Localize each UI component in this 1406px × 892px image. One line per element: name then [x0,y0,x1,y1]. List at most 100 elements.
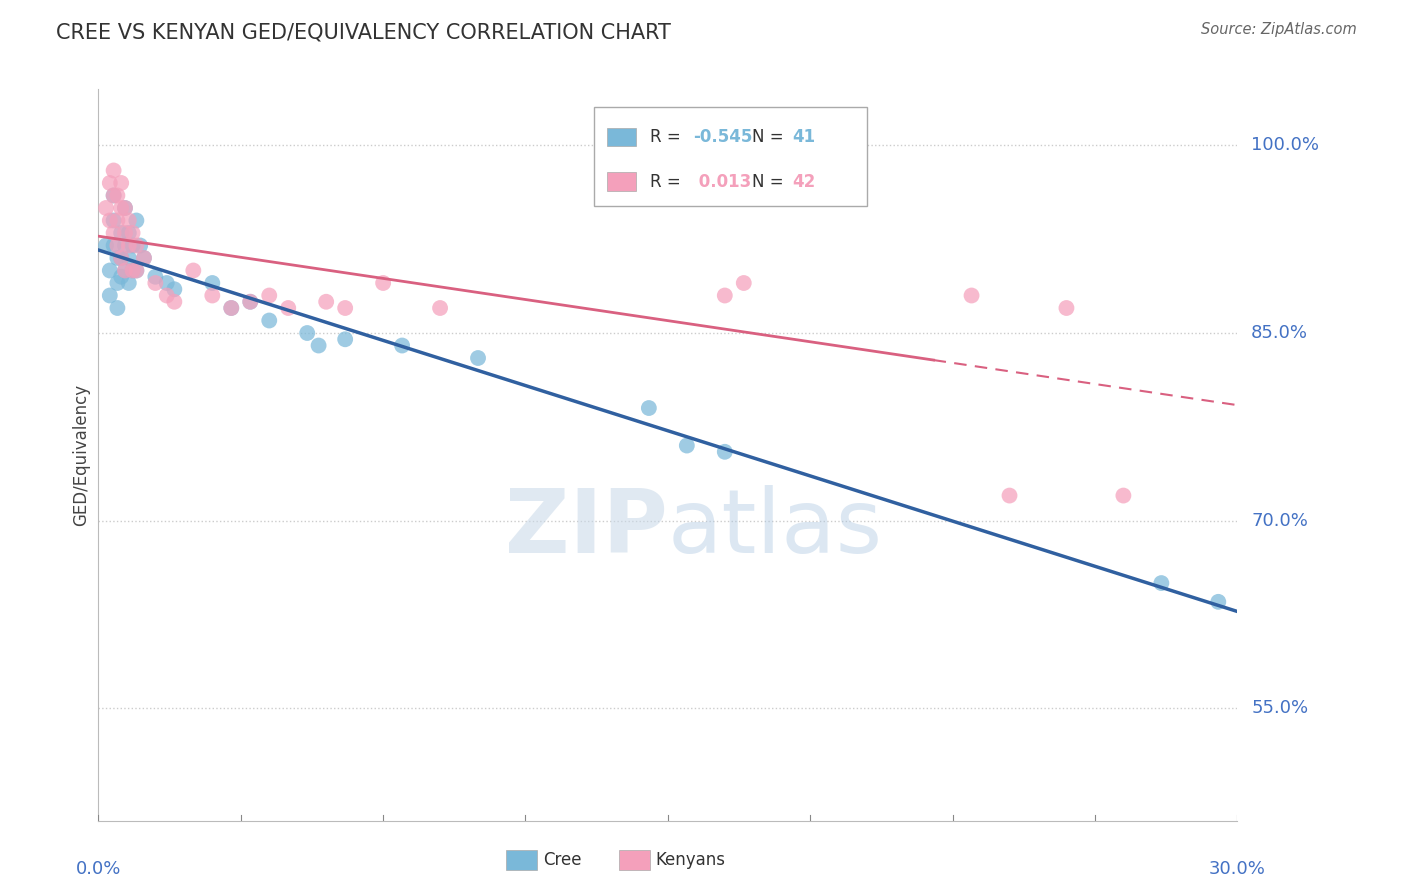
Text: 100.0%: 100.0% [1251,136,1319,154]
Point [201,288,224,302]
Point [125,238,148,252]
Point [156,276,179,290]
Point [638,401,661,415]
Point [118,251,141,265]
Point [129,238,152,252]
Point [98,288,121,302]
Y-axis label: GED/Equivalency: GED/Equivalency [72,384,90,526]
Point [714,288,737,302]
Point [94,238,117,252]
Point [221,301,243,315]
Text: R =: R = [650,172,686,191]
FancyBboxPatch shape [593,108,868,206]
Point [118,226,141,240]
Point [103,226,125,240]
Point [118,276,141,290]
Point [132,251,155,265]
Text: Kenyans: Kenyans [655,851,725,869]
Point [297,326,319,340]
Point [103,188,125,202]
Point [103,163,125,178]
Point [145,276,167,290]
Point [998,489,1021,503]
Point [335,301,357,315]
Point [371,276,394,290]
Point [107,213,129,227]
Point [107,188,129,202]
Point [114,201,136,215]
Point [118,213,141,227]
Text: N =: N = [752,128,789,146]
Point [277,301,299,315]
Point [308,338,330,352]
Point [125,263,148,277]
Point [676,138,699,153]
Point [110,251,132,265]
Point [107,238,129,252]
Point [201,276,224,290]
Point [107,301,129,315]
Point [98,176,121,190]
Text: Source: ZipAtlas.com: Source: ZipAtlas.com [1201,22,1357,37]
Point [114,238,136,252]
Text: 85.0%: 85.0% [1251,324,1308,342]
Point [1150,576,1173,591]
Point [183,263,205,277]
Point [1112,489,1135,503]
Point [1056,301,1078,315]
Text: Cree: Cree [543,851,581,869]
Point [110,269,132,284]
Point [960,288,983,302]
Point [391,338,413,352]
Point [114,263,136,277]
Point [118,238,141,252]
Point [239,294,262,309]
Point [121,238,143,252]
Point [110,226,132,240]
Text: 41: 41 [792,128,815,146]
Point [145,269,167,284]
Point [1208,595,1230,609]
FancyBboxPatch shape [607,128,636,146]
Point [733,276,755,290]
Text: 0.0%: 0.0% [76,860,121,878]
Point [676,438,699,452]
Point [315,294,337,309]
Point [221,301,243,315]
Point [103,213,125,227]
Text: -0.545: -0.545 [693,128,752,146]
Point [125,263,148,277]
Point [156,288,179,302]
Text: R =: R = [650,128,686,146]
Text: 55.0%: 55.0% [1251,699,1309,717]
Point [259,288,281,302]
Point [110,176,132,190]
Point [467,351,489,365]
Text: atlas: atlas [668,484,883,572]
Point [163,294,186,309]
Point [98,213,121,227]
Text: N =: N = [752,172,789,191]
Point [125,213,148,227]
Point [121,226,143,240]
Point [121,263,143,277]
Point [259,313,281,327]
Point [239,294,262,309]
Point [103,238,125,252]
Point [107,251,129,265]
Point [132,251,155,265]
FancyBboxPatch shape [607,172,636,191]
Point [163,282,186,296]
Point [98,263,121,277]
Point [335,332,357,346]
Point [114,263,136,277]
Text: ZIP: ZIP [505,484,668,572]
Text: CREE VS KENYAN GED/EQUIVALENCY CORRELATION CHART: CREE VS KENYAN GED/EQUIVALENCY CORRELATI… [56,22,671,42]
Point [114,226,136,240]
Point [429,301,451,315]
Point [714,444,737,458]
Point [114,201,136,215]
Point [107,276,129,290]
Point [103,188,125,202]
Text: 30.0%: 30.0% [1209,860,1265,878]
